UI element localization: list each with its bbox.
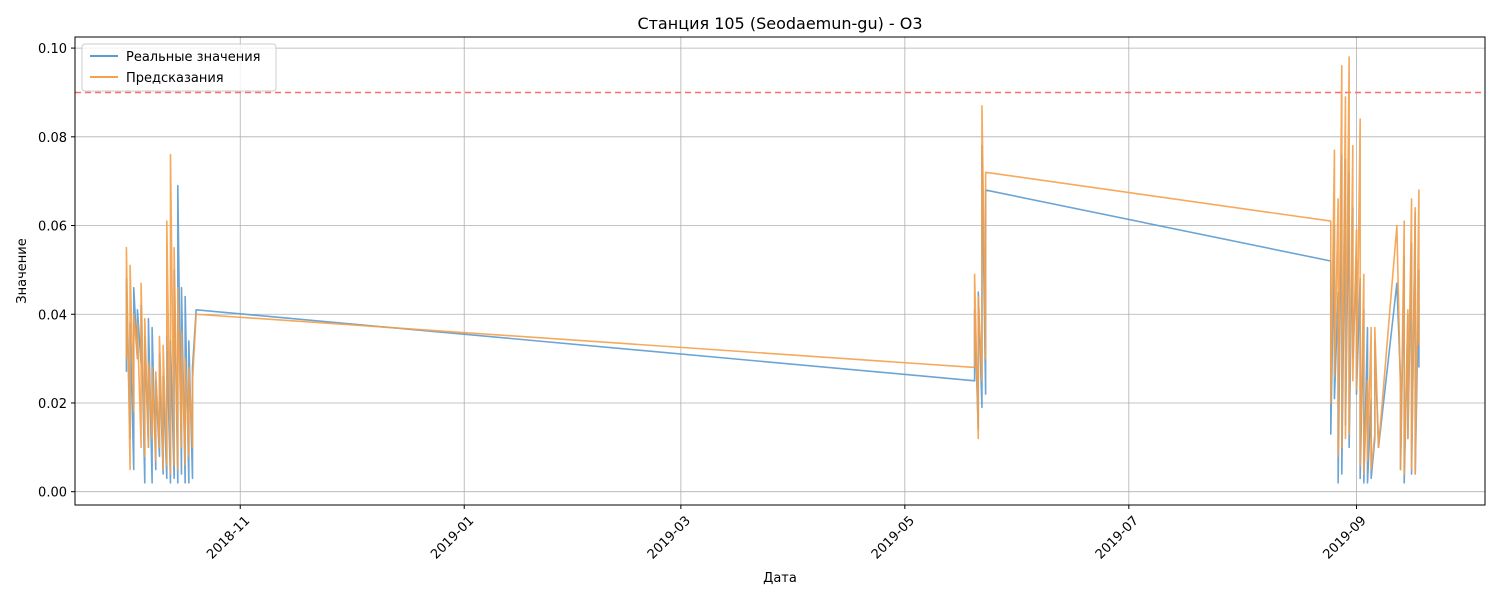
y-axis-ticks: 0.00 0.02 0.04 0.06 0.08 0.10 (38, 42, 75, 501)
series-layer (125, 56, 1420, 484)
x-axis-ticks: 2018-11 2019-01 2019-03 2019-05 2019-07 2019-… (204, 505, 1370, 562)
x-tick-label: 2019-05 (869, 513, 918, 562)
y-tick-label: 0.02 (38, 397, 67, 412)
legend-box (81, 43, 277, 92)
series-line-pred (125, 56, 1420, 475)
x-tick-label: 2019-07 (1093, 513, 1142, 562)
legend-label-real: Реальные значения (126, 50, 261, 65)
x-axis-label: Дата (763, 571, 797, 586)
chart-title: Станция 105 (Seodaemun-gu) - O3 (637, 14, 922, 33)
x-tick-label: 2019-01 (428, 513, 477, 562)
y-tick-label: 0.06 (38, 220, 67, 235)
y-axis-label: Значение (15, 238, 30, 303)
legend: Реальные значения Предсказания (81, 43, 277, 92)
y-tick-label: 0.04 (38, 308, 67, 323)
y-tick-label: 0.08 (38, 131, 67, 146)
x-tick-label: 2019-03 (645, 513, 694, 562)
grid-lines (75, 37, 1485, 505)
plot-frame (74, 36, 1486, 506)
x-tick-label: 2018-11 (204, 513, 253, 562)
y-tick-label: 0.00 (38, 486, 67, 501)
x-tick-label: 2019-09 (1321, 513, 1370, 562)
legend-label-pred: Предсказания (126, 71, 224, 86)
y-tick-label: 0.10 (38, 42, 67, 57)
